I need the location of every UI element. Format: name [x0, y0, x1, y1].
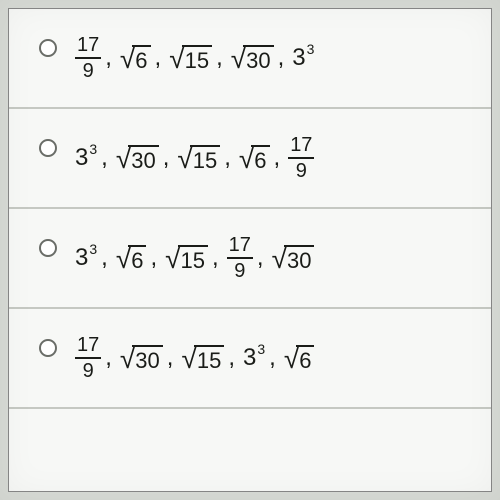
separator-comma: ,	[228, 346, 235, 370]
radical-symbol: √	[116, 247, 131, 274]
power-term: 3 3	[292, 46, 314, 70]
separator-comma: ,	[101, 146, 108, 170]
radical-symbol: √	[284, 347, 299, 374]
sqrt-radicand: 15	[190, 145, 220, 172]
sqrt-radicand: 15	[178, 245, 208, 272]
power-exponent: 3	[257, 342, 265, 356]
math-expression: 17 9 , √ 30 , √ 15 , 3 3 , √ 6	[75, 335, 314, 381]
sqrt-term: √ 30	[272, 245, 315, 272]
radical-symbol: √	[116, 147, 131, 174]
fraction-denominator: 9	[81, 59, 96, 81]
sqrt-term: √ 6	[120, 45, 151, 72]
sqrt-radicand: 15	[194, 345, 224, 372]
power-base: 3	[75, 146, 88, 170]
answer-option[interactable]: 17 9 , √ 6 , √ 15 , √ 30 , 3 3	[9, 9, 491, 109]
separator-comma: ,	[155, 46, 162, 70]
fraction-denominator: 9	[294, 159, 309, 181]
sqrt-term: √ 15	[169, 45, 212, 72]
separator-comma: ,	[212, 246, 219, 270]
fraction-denominator: 9	[81, 359, 96, 381]
radical-symbol: √	[120, 47, 135, 74]
options-panel: 17 9 , √ 6 , √ 15 , √ 30 , 3 3 3 3 , √ 3…	[8, 8, 492, 492]
fraction-numerator: 17	[227, 235, 253, 259]
sqrt-term: √ 6	[284, 345, 315, 372]
math-expression: 17 9 , √ 6 , √ 15 , √ 30 , 3 3	[75, 35, 314, 81]
radical-symbol: √	[272, 247, 287, 274]
radical-symbol: √	[177, 147, 192, 174]
sqrt-radicand: 30	[128, 145, 158, 172]
separator-comma: ,	[269, 346, 276, 370]
sqrt-term: √ 30	[116, 145, 159, 172]
sqrt-radicand: 30	[243, 45, 273, 72]
radical-symbol: √	[120, 347, 135, 374]
math-expression: 3 3 , √ 6 , √ 15 , 17 9 , √ 30	[75, 235, 314, 281]
sqrt-term: √ 30	[120, 345, 163, 372]
separator-comma: ,	[224, 146, 231, 170]
power-term: 3 3	[75, 146, 97, 170]
separator-comma: ,	[150, 246, 157, 270]
sqrt-term: √ 15	[177, 145, 220, 172]
power-base: 3	[243, 346, 256, 370]
radical-symbol: √	[165, 247, 180, 274]
sqrt-radicand: 30	[132, 345, 162, 372]
power-term: 3 3	[243, 346, 265, 370]
fraction-term: 17 9	[227, 235, 253, 281]
radio-button[interactable]	[39, 239, 57, 257]
sqrt-term: √ 15	[181, 345, 224, 372]
separator-comma: ,	[105, 46, 112, 70]
fraction-numerator: 17	[75, 335, 101, 359]
answer-option[interactable]: 3 3 , √ 6 , √ 15 , 17 9 , √ 30	[9, 209, 491, 309]
radio-button[interactable]	[39, 139, 57, 157]
math-expression: 3 3 , √ 30 , √ 15 , √ 6 , 17 9	[75, 135, 314, 181]
sqrt-term: √ 15	[165, 245, 208, 272]
power-term: 3 3	[75, 246, 97, 270]
radical-symbol: √	[239, 147, 254, 174]
separator-comma: ,	[105, 346, 112, 370]
power-base: 3	[75, 246, 88, 270]
power-exponent: 3	[307, 42, 315, 56]
power-base: 3	[292, 46, 305, 70]
separator-comma: ,	[167, 346, 174, 370]
power-exponent: 3	[89, 242, 97, 256]
sqrt-term: √ 30	[231, 45, 274, 72]
radio-button[interactable]	[39, 39, 57, 57]
fraction-term: 17 9	[288, 135, 314, 181]
separator-comma: ,	[274, 146, 281, 170]
radio-button[interactable]	[39, 339, 57, 357]
sqrt-radicand: 30	[284, 245, 314, 272]
sqrt-term: √ 6	[116, 245, 147, 272]
fraction-denominator: 9	[232, 259, 247, 281]
fraction-term: 17 9	[75, 35, 101, 81]
separator-comma: ,	[216, 46, 223, 70]
sqrt-term: √ 6	[239, 145, 270, 172]
sqrt-radicand: 15	[182, 45, 212, 72]
fraction-numerator: 17	[75, 35, 101, 59]
radical-symbol: √	[231, 47, 246, 74]
radical-symbol: √	[169, 47, 184, 74]
separator-comma: ,	[163, 146, 170, 170]
separator-comma: ,	[101, 246, 108, 270]
answer-option[interactable]: 3 3 , √ 30 , √ 15 , √ 6 , 17 9	[9, 109, 491, 209]
fraction-term: 17 9	[75, 335, 101, 381]
separator-comma: ,	[278, 46, 285, 70]
radical-symbol: √	[181, 347, 196, 374]
answer-option[interactable]: 17 9 , √ 30 , √ 15 , 3 3 , √ 6	[9, 309, 491, 409]
fraction-numerator: 17	[288, 135, 314, 159]
power-exponent: 3	[89, 142, 97, 156]
separator-comma: ,	[257, 246, 264, 270]
